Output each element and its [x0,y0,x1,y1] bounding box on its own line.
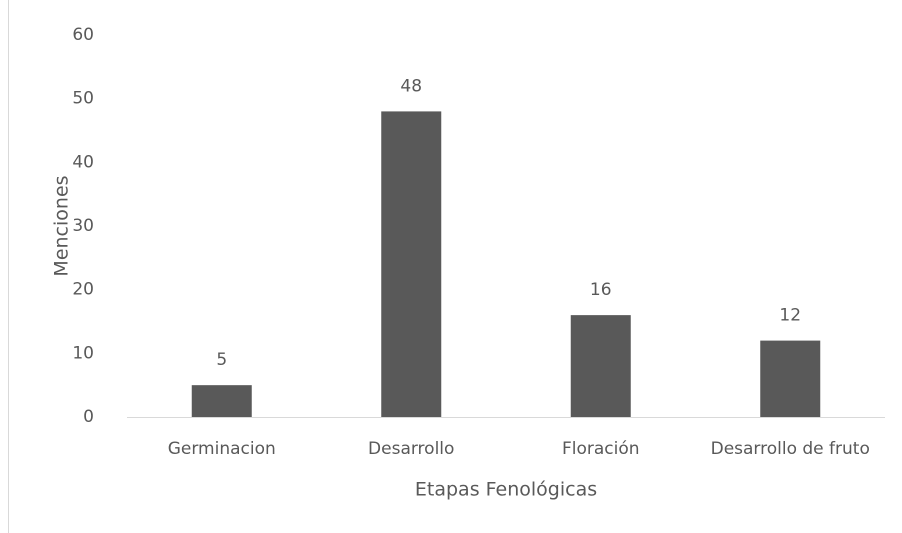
x-tick-label: Germinacion [168,439,276,459]
bar [381,111,442,418]
y-tick-label: 0 [83,407,94,427]
x-tick-label: Floración [562,439,640,459]
x-tick-label: Desarrollo [368,439,454,459]
data-label: 16 [590,280,612,300]
x-axis-label: Etapas Fenológicas [415,479,597,501]
data-label: 12 [779,306,801,326]
y-tick-label: 40 [72,152,94,172]
bar [570,315,631,417]
y-tick-label: 30 [72,216,94,236]
y-tick-label: 50 [72,89,94,109]
data-label: 48 [400,76,422,96]
x-tick-label: Desarrollo de fruto [711,439,870,459]
y-axis-label: Menciones [51,175,73,276]
bar [191,385,252,417]
bar [760,340,821,417]
y-tick-label: 20 [72,280,94,300]
y-tick-label: 10 [72,343,94,363]
data-label: 5 [216,350,227,370]
y-tick-label: 60 [72,25,94,45]
